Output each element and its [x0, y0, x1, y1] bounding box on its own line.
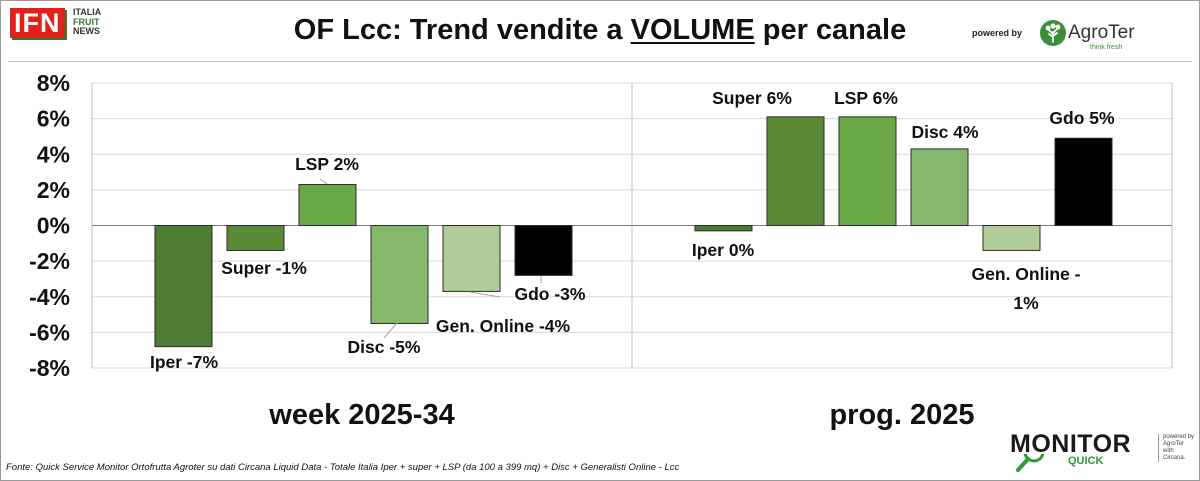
- panel-label: week 2025-34: [268, 399, 454, 431]
- data-label: Gen. Online -4%: [436, 316, 571, 336]
- bar-iper-p1: [154, 225, 213, 348]
- y-tick-label: 2%: [37, 177, 70, 203]
- y-tick-label: 4%: [37, 141, 70, 167]
- data-label: Gdo 5%: [1049, 108, 1115, 128]
- ifn-logo: IFN ITALIA FRUIT NEWS: [10, 7, 102, 38]
- ifn-logo-text: ITALIA FRUIT NEWS: [72, 7, 102, 37]
- data-label: Super -1%: [221, 258, 307, 278]
- title-underlined: VOLUME: [630, 14, 755, 46]
- leader-line: [319, 178, 328, 185]
- agroter-tagline: think fresh: [1090, 44, 1123, 51]
- magnifier-icon: [1016, 454, 1045, 472]
- y-tick-label: -6%: [29, 319, 70, 345]
- monitor-quick-label: QUICK: [1068, 455, 1104, 467]
- leader-line: [469, 291, 501, 298]
- monitor-word: MONITOR: [1010, 430, 1132, 458]
- header-divider: [8, 61, 1192, 62]
- data-label: Gdo -3%: [515, 284, 586, 304]
- labels-layer: Iper -7% Super -1% LSP 2% Disc -5% Gen. Onli…: [150, 88, 1115, 431]
- bar-disc-p2: [910, 148, 969, 226]
- source-note: Fonte: Quick Service Monitor Ortofrutta …: [6, 462, 680, 473]
- title-prefix: OF Lcc: Trend vendite a: [293, 14, 631, 46]
- ifn-logo-mark: IFN: [10, 8, 65, 38]
- tree-icon: [1040, 20, 1066, 46]
- bar-gdo-p1: [514, 225, 573, 276]
- agroter-brand: AgroTer: [1068, 22, 1135, 43]
- ifn-logo-line2: FRUIT: [72, 16, 100, 27]
- bar-lsp-p2: [838, 116, 897, 226]
- monitor-side-3: with: [1163, 448, 1174, 454]
- data-label: Super 6%: [712, 88, 792, 108]
- data-label: LSP 6%: [834, 88, 898, 108]
- monitor-side-4: Circana.: [1163, 455, 1186, 461]
- bar-gen-online-p2: [982, 225, 1041, 251]
- y-tick-label: -4%: [29, 284, 70, 310]
- data-label: Iper 0%: [692, 240, 755, 260]
- grid-layer: 8% 6% 4% 2% 0% -2% -4% -6% -8%: [29, 70, 1173, 381]
- data-label: Iper -7%: [150, 352, 219, 372]
- monitor-side-1: powered by: [1163, 434, 1195, 440]
- bar-lsp-p1: [298, 184, 357, 226]
- agroter-logo: AgroTer think fresh: [1038, 18, 1135, 53]
- bar-gdo-p2: [1054, 137, 1113, 226]
- monitor-side-2: AgroTer: [1163, 441, 1185, 447]
- title-suffix: per canale: [754, 14, 907, 46]
- bar-gen-online-p1: [442, 225, 501, 292]
- data-label: Disc -5%: [348, 337, 421, 357]
- y-tick-label: 8%: [37, 70, 70, 96]
- ifn-logo-line3: NEWS: [72, 26, 100, 36]
- bar-super-p2: [766, 116, 825, 226]
- data-label: Disc 4%: [911, 122, 979, 142]
- bar-super-p1: [226, 225, 285, 251]
- powered-by-text: powered by: [972, 28, 1023, 38]
- chart-title: OF Lcc: Trend vendite a VOLUME per canal…: [0, 14, 1200, 47]
- monitor-powered: powered by AgroTer with Circana.: [1158, 434, 1194, 462]
- y-tick-label: 0%: [37, 213, 70, 239]
- bar-iper-p2: [694, 225, 753, 232]
- bars-layer: [154, 116, 1113, 348]
- ifn-logo-line1: ITALIA: [72, 7, 102, 17]
- y-tick-label: 6%: [37, 106, 70, 132]
- y-tick-label: -2%: [29, 248, 70, 274]
- bar-disc-p1: [370, 225, 429, 324]
- data-label: LSP 2%: [295, 154, 359, 174]
- leader-line: [383, 321, 399, 339]
- panel-label: prog. 2025: [829, 399, 974, 431]
- data-label: 1%: [1013, 293, 1039, 313]
- y-tick-label: -8%: [29, 355, 70, 381]
- data-label: Gen. Online -: [972, 264, 1081, 284]
